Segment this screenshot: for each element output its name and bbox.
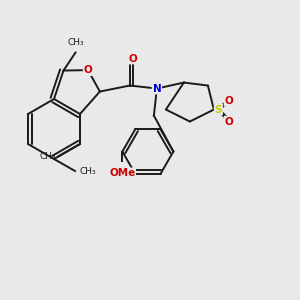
Text: OMe: OMe <box>109 168 136 178</box>
Text: N: N <box>152 83 161 94</box>
Text: O: O <box>128 53 137 64</box>
Text: S: S <box>214 104 222 115</box>
Text: O: O <box>224 95 233 106</box>
Text: CH₃: CH₃ <box>80 167 96 176</box>
Text: CH₃: CH₃ <box>39 152 56 160</box>
Text: O: O <box>224 116 233 127</box>
Text: CH₃: CH₃ <box>67 38 84 46</box>
Text: O: O <box>84 65 92 75</box>
